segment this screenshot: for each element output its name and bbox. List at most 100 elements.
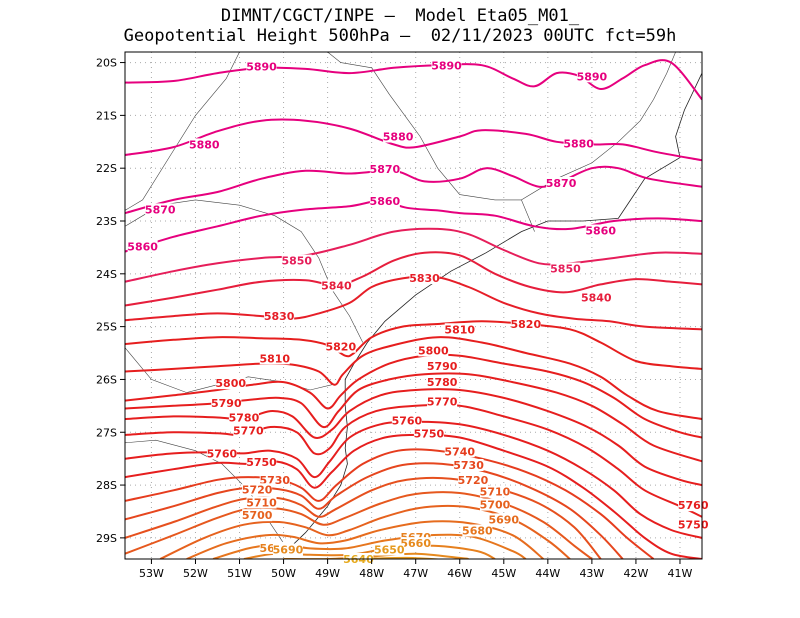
contour-label: 5730 xyxy=(453,459,484,472)
y-tick-label: 26S xyxy=(96,373,117,386)
contour-label: 5870 xyxy=(546,177,577,190)
x-tick-label: 48W xyxy=(359,567,384,580)
contour-label-bg xyxy=(215,377,246,390)
x-tick-label: 52W xyxy=(183,567,208,580)
x-tick-label: 49W xyxy=(315,567,340,580)
contour-label: 5890 xyxy=(246,60,277,73)
contour-label: 5870 xyxy=(145,203,176,216)
x-tick-label: 51W xyxy=(227,567,252,580)
contour-label: 5780 xyxy=(427,376,458,389)
contour-label-bg xyxy=(678,518,709,531)
contour-label: 5760 xyxy=(207,447,238,460)
contour-label: 5850 xyxy=(550,263,581,276)
plot-frame xyxy=(124,51,703,560)
contour-label-bg xyxy=(576,70,607,83)
contour-label-bg xyxy=(510,317,541,330)
contour-label: 5880 xyxy=(563,137,594,150)
contour-label-bg xyxy=(546,176,577,189)
contour-label: 5840 xyxy=(581,292,612,305)
contour-label: 5680 xyxy=(462,524,493,537)
contour-label: 5770 xyxy=(233,425,264,438)
state-border xyxy=(327,52,535,232)
contour-label: 5720 xyxy=(242,483,273,496)
contour-label-bg xyxy=(400,537,431,550)
contour-label: 5790 xyxy=(211,397,242,410)
contour-labels: 5890 5890 5890 5880 5880 5880 5870 5870 5870 5860… xyxy=(127,60,709,566)
contour-label-bg xyxy=(427,395,458,408)
contour-label-bg xyxy=(206,447,237,460)
contour-label-bg xyxy=(431,59,462,72)
contour-label: 5870 xyxy=(370,163,401,176)
contour-label-bg xyxy=(374,543,405,556)
contour-label-bg xyxy=(246,60,277,73)
contour-label: 5830 xyxy=(264,310,295,323)
y-tick-label: 29S xyxy=(96,532,117,545)
contour-label-bg xyxy=(453,458,484,471)
x-tick-label: 45W xyxy=(491,567,516,580)
contour-label: 5750 xyxy=(678,519,709,532)
y-tick-label: 20S xyxy=(96,57,117,70)
contour-label-bg xyxy=(550,262,581,275)
contour-label: 5860 xyxy=(127,240,158,253)
contour-label-bg xyxy=(264,310,295,323)
contour-5760 xyxy=(125,420,702,539)
contour-label: 5720 xyxy=(458,474,489,487)
chart-title-line1: DIMNT/CGCT/INPE – Model Eta05_M01_ xyxy=(220,6,580,26)
contour-label-bg xyxy=(479,498,510,511)
contour-5850 xyxy=(125,227,702,283)
contour-label-bg xyxy=(281,254,312,267)
contour-label: 5860 xyxy=(370,195,401,208)
state-border xyxy=(125,52,240,211)
contour-label-bg xyxy=(391,414,422,427)
contour-label: 5880 xyxy=(383,131,414,144)
contour-label-bg xyxy=(325,340,356,353)
contour-label-bg xyxy=(189,138,220,151)
contour-label: 5890 xyxy=(431,60,462,73)
contour-label-bg xyxy=(242,509,273,522)
coastline xyxy=(283,72,702,554)
contour-label-bg xyxy=(413,427,444,440)
x-tick-label: 53W xyxy=(139,567,164,580)
x-tick-label: 46W xyxy=(447,567,472,580)
contour-label: 5660 xyxy=(400,537,431,550)
y-tick-label: 24S xyxy=(96,268,117,281)
y-tick-label: 27S xyxy=(96,426,117,439)
contour-label: 5740 xyxy=(444,445,475,458)
contour-label-bg xyxy=(581,291,612,304)
y-tick-label: 21S xyxy=(96,109,117,122)
contour-label: 5820 xyxy=(511,318,542,331)
contour-label-bg xyxy=(145,203,176,216)
contour-label-bg xyxy=(369,163,400,176)
contour-5740 xyxy=(125,448,655,559)
contour-5810 xyxy=(125,336,702,420)
contour-label: 5710 xyxy=(480,485,511,498)
contour-label: 5710 xyxy=(246,496,277,509)
contour-5870 xyxy=(125,165,702,215)
contour-label-bg xyxy=(242,483,273,496)
contour-label: 5760 xyxy=(678,499,709,512)
contour-label: 5700 xyxy=(480,499,511,512)
contour-label-bg xyxy=(259,473,290,486)
contour-label-bg xyxy=(444,323,475,336)
contour-label-bg xyxy=(369,194,400,207)
x-tick-label: 47W xyxy=(403,567,428,580)
contour-label-bg xyxy=(418,344,449,357)
contour-label-bg xyxy=(409,272,440,285)
contour-label: 5830 xyxy=(409,272,440,285)
x-tick-label: 43W xyxy=(579,567,604,580)
contour-5830 xyxy=(125,275,702,331)
contour-label: 5650 xyxy=(374,543,405,556)
contour-label-bg xyxy=(457,473,488,486)
contour-label: 5810 xyxy=(259,352,290,365)
contour-label: 5780 xyxy=(229,411,260,424)
contour-label-bg xyxy=(383,130,414,143)
contour-label: 5860 xyxy=(585,225,616,238)
contour-label-bg xyxy=(678,499,709,512)
y-tick-label: 25S xyxy=(96,321,117,334)
contour-label: 5890 xyxy=(577,70,608,83)
contour-5790 xyxy=(125,372,702,463)
x-tick-label: 41W xyxy=(668,567,693,580)
contour-5720 xyxy=(125,476,602,559)
gridlines xyxy=(125,52,702,559)
